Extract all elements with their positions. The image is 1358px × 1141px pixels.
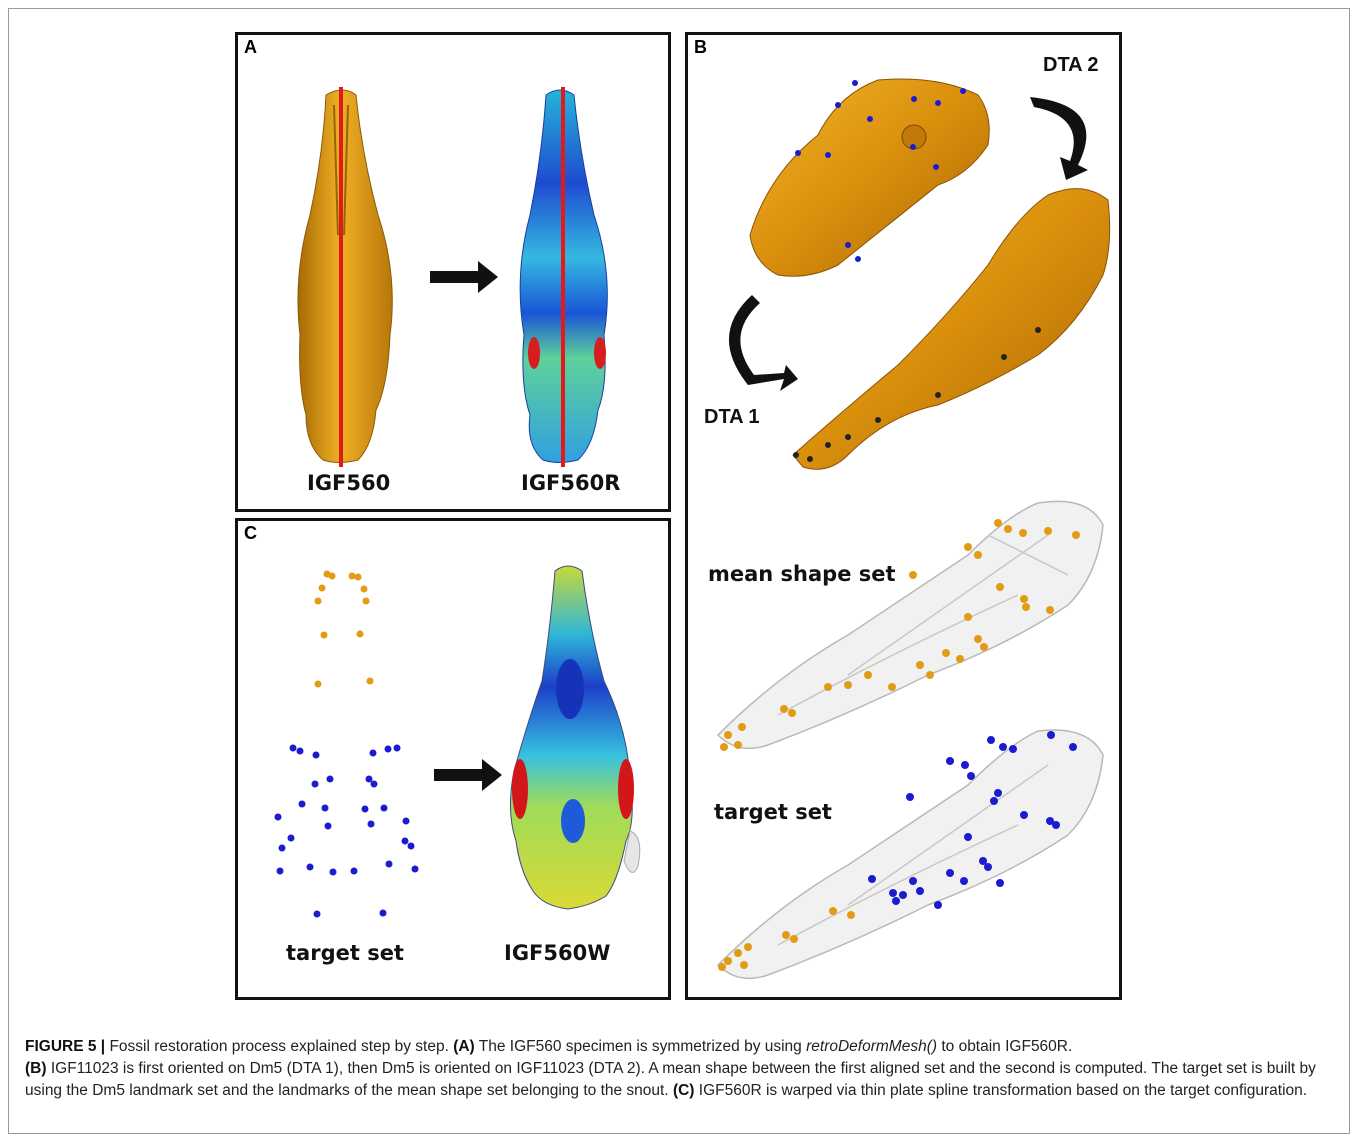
caption-heading: FIGURE 5 | [25, 1038, 106, 1055]
panel-b-letter: B [694, 37, 707, 57]
dta2-rotate-icon [1030, 97, 1088, 180]
target-set-landmarks-b [718, 731, 1077, 971]
panel-c-graphic [274, 565, 641, 918]
caption-a-func: retroDeformMesh() [806, 1038, 938, 1055]
figure-caption: FIGURE 5 | Fossil restoration process ex… [25, 1036, 1335, 1102]
panel-a-letter: A [244, 37, 257, 57]
caption-b-text: IGF11023 is first oriented on Dm5 (DTA 1… [25, 1060, 1316, 1099]
panel-c: C [235, 518, 671, 1000]
igf560w-skull [509, 565, 633, 910]
dm5-landmarks [795, 80, 966, 262]
figure-frame [8, 8, 1350, 1134]
igf560r-label: IGF560R [521, 471, 621, 495]
igf11023-skull [792, 188, 1111, 470]
panel-a-graphic [297, 87, 608, 467]
panel-a: A IGF560 IGF560R [235, 32, 671, 512]
caption-c-text: IGF560R is warped via thin plate spline … [694, 1082, 1308, 1099]
panel-b: B DTA 2 DTA 1 [685, 32, 1122, 1000]
igf560-label: IGF560 [307, 471, 391, 495]
igf11023-landmarks [793, 327, 1041, 462]
target-set-label: target set [286, 941, 404, 965]
caption-a-text-1: The IGF560 specimen is symmetrized by us… [474, 1038, 807, 1055]
panel-c-letter: C [244, 523, 257, 543]
dta2-label: DTA 2 [1043, 54, 1099, 76]
dta1-label: DTA 1 [704, 406, 760, 428]
panel-b-graphic: DTA 2 DTA 1 mean shape set [704, 54, 1111, 980]
mean-shape-set-label: mean shape set [708, 562, 896, 586]
dm5-skull-top [749, 78, 990, 277]
target-set-label-b: target set [714, 800, 832, 824]
igf560w-label: IGF560W [504, 941, 611, 965]
mean-shape-skull [716, 500, 1104, 750]
arrow-right-icon [430, 261, 498, 293]
igf560-skull [297, 89, 393, 463]
caption-intro: Fossil restoration process explained ste… [105, 1038, 454, 1055]
caption-a-tag: (A) [453, 1038, 475, 1055]
caption-a-text-2: to obtain IGF560R. [937, 1038, 1073, 1055]
caption-b-tag: (B) [25, 1060, 47, 1077]
dta1-rotate-icon [728, 295, 798, 391]
arrow-right-icon [434, 759, 502, 791]
target-set-landmarks [274, 570, 419, 918]
caption-c-tag: (C) [672, 1082, 695, 1099]
mean-shape-landmarks [720, 519, 1080, 751]
target-set-skull [716, 729, 1104, 980]
